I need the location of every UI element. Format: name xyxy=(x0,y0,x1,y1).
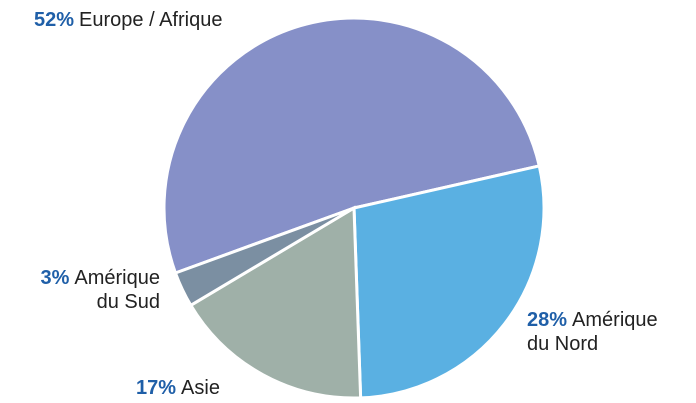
slice-label: 28% Amérique du Nord xyxy=(527,308,667,356)
category-label: Europe / Afrique xyxy=(79,9,223,31)
slice-label: 17% Asie xyxy=(136,376,336,400)
slice-label: 3% Amérique du Sud xyxy=(30,266,160,314)
category-label: Amérique du Sud xyxy=(74,267,160,313)
slice-label: 52% Europe / Afrique xyxy=(34,8,334,32)
value-label: 17% xyxy=(136,377,177,399)
slice xyxy=(173,206,355,308)
value-label: 28% xyxy=(527,309,568,331)
value-label: 3% xyxy=(40,267,70,289)
category-label: Amérique du Nord xyxy=(527,309,658,355)
slice xyxy=(188,205,363,400)
slice xyxy=(162,16,542,275)
slice xyxy=(352,164,546,400)
value-label: 52% xyxy=(34,9,75,31)
category-label: Asie xyxy=(181,377,220,399)
